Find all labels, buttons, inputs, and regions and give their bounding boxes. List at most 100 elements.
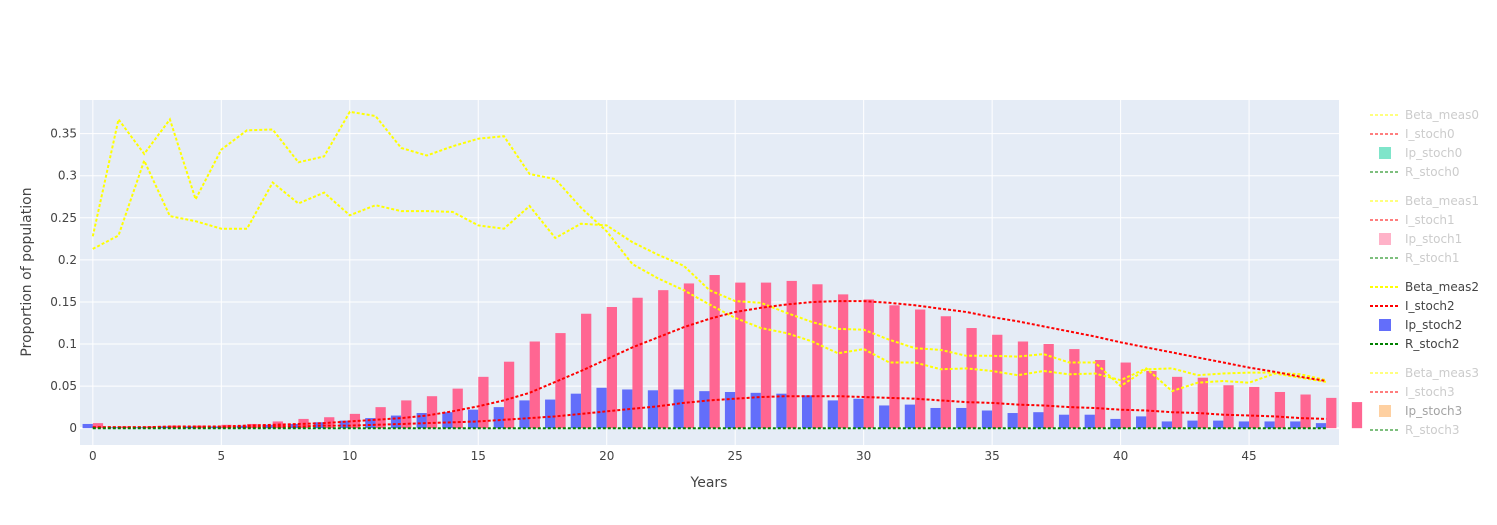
bar-Ip_stoch2[interactable] (1136, 416, 1147, 429)
bar-Ip_stoch1[interactable] (1069, 349, 1080, 429)
bar-Ip_stoch2[interactable] (956, 407, 967, 429)
bar-Ip_stoch2[interactable] (390, 415, 402, 429)
legend-item-Beta_meas0[interactable]: Beta_meas0 (1370, 108, 1479, 122)
bar-Ip_stoch2[interactable] (750, 392, 761, 429)
bar-Ip_stoch2[interactable] (519, 400, 530, 429)
bar-Ip_stoch1[interactable] (812, 284, 823, 429)
bar-Ip_stoch2[interactable] (1290, 421, 1301, 429)
bar-Ip_stoch2[interactable] (1033, 412, 1044, 429)
legend-item-I_stoch2[interactable]: I_stoch2 (1370, 299, 1455, 313)
legend-item-I_stoch3[interactable]: I_stoch3 (1370, 385, 1455, 399)
bar-Ip_stoch2[interactable] (1084, 414, 1095, 429)
bar-Ip_stoch2[interactable] (699, 391, 710, 429)
bar-Ip_stoch1[interactable] (1274, 391, 1286, 429)
bar-Ip_stoch1[interactable] (452, 388, 463, 429)
bar-Ip_stoch2[interactable] (1315, 423, 1327, 429)
bar-Ip_stoch2[interactable] (879, 405, 890, 429)
bar-Ip_stoch2[interactable] (724, 391, 736, 429)
legend-item-Ip_stoch0[interactable]: Ip_stoch0 (1379, 146, 1462, 160)
bar-Ip_stoch1[interactable] (1326, 397, 1337, 429)
legend-item-Beta_meas1[interactable]: Beta_meas1 (1370, 194, 1479, 208)
bar-Ip_stoch2[interactable] (1058, 414, 1070, 429)
bar-Ip_stoch2[interactable] (904, 404, 916, 429)
bar-Ip_stoch2[interactable] (545, 399, 556, 429)
legend-item-R_stoch0[interactable]: R_stoch0 (1370, 165, 1459, 179)
bar-Ip_stoch2[interactable] (1264, 421, 1275, 429)
bar-Ip_stoch1[interactable] (940, 316, 952, 429)
bar-Ip_stoch2[interactable] (801, 395, 813, 429)
legend-item-Beta_meas3[interactable]: Beta_meas3 (1370, 366, 1479, 380)
bar-Ip_stoch1[interactable] (375, 407, 386, 429)
line-I_stoch2[interactable] (92, 300, 1327, 429)
line-Beta_meas0[interactable] (92, 157, 1327, 388)
bar-Ip_stoch1[interactable] (683, 283, 695, 429)
bar-Ip_stoch1[interactable] (221, 424, 232, 429)
bar-Ip_stoch1[interactable] (503, 361, 515, 429)
bar-Ip_stoch2[interactable] (467, 409, 479, 429)
bar-Ip_stoch2[interactable] (853, 398, 864, 429)
bar-Ip_stoch1[interactable] (709, 275, 720, 429)
bar-Ip_stoch1[interactable] (401, 400, 412, 429)
bar-Ip_stoch1[interactable] (992, 334, 1003, 429)
bar-Ip_stoch1[interactable] (760, 282, 772, 429)
bar-Ip_stoch1[interactable] (1300, 394, 1311, 429)
legend[interactable]: Beta_meas0 I_stoch0 Ip_stoch0 R_stoch0 Beta_… (1370, 108, 1479, 437)
bar-Ip_stoch2[interactable] (1238, 421, 1250, 429)
bar-Ip_stoch1[interactable] (426, 396, 438, 429)
bar-Ip_stoch1[interactable] (1351, 402, 1363, 429)
legend-item-R_stoch3[interactable]: R_stoch3 (1370, 423, 1459, 437)
bar-Ip_stoch2[interactable] (442, 412, 453, 429)
legend-item-Beta_meas2[interactable]: Beta_meas2 (1370, 280, 1479, 294)
bar-Ip_stoch1[interactable] (1146, 370, 1157, 429)
bar-Ip_stoch2[interactable] (82, 423, 93, 429)
legend-item-I_stoch1[interactable]: I_stoch1 (1370, 213, 1455, 227)
bar-Ip_stoch1[interactable] (1223, 385, 1234, 429)
bar-Ip_stoch2[interactable] (930, 407, 941, 429)
bar-Ip_stoch2[interactable] (647, 390, 659, 429)
bar-Ip_stoch2[interactable] (596, 387, 607, 429)
bar-Ip_stoch1[interactable] (658, 290, 669, 429)
bar-Ip_stoch2[interactable] (827, 400, 838, 429)
bar-Ip_stoch2[interactable] (339, 420, 350, 429)
line-Beta_meas1[interactable] (91, 110, 1327, 393)
bar-Ip_stoch1[interactable] (889, 305, 900, 429)
bar-Ip_stoch1[interactable] (606, 307, 618, 429)
bar-Ip_stoch2[interactable] (570, 393, 582, 429)
bar-Ip_stoch2[interactable] (981, 410, 993, 429)
bar-Ip_stoch2[interactable] (1161, 421, 1172, 429)
legend-item-I_stoch0[interactable]: I_stoch0 (1370, 127, 1455, 141)
bar-Ip_stoch1[interactable] (837, 294, 849, 429)
bar-Ip_stoch2[interactable] (1110, 418, 1121, 429)
bar-Ip_stoch2[interactable] (1213, 420, 1224, 429)
bar-Ip_stoch1[interactable] (863, 299, 874, 429)
bar-Ip_stoch1[interactable] (1017, 341, 1029, 429)
bar-Ip_stoch2[interactable] (1007, 413, 1018, 429)
bar-Ip_stoch1[interactable] (247, 423, 258, 429)
bar-Ip_stoch2[interactable] (673, 389, 684, 429)
bar-Ip_stoch1[interactable] (1094, 360, 1106, 429)
bar-Ip_stoch1[interactable] (735, 282, 746, 429)
bar-Ip_stoch1[interactable] (1043, 344, 1054, 429)
bar-Ip_stoch1[interactable] (1197, 377, 1208, 429)
bar-Ip_stoch2[interactable] (416, 413, 427, 429)
bar-Ip_stoch2[interactable] (776, 393, 787, 429)
bar-Ip_stoch1[interactable] (786, 280, 797, 429)
bar-Ip_stoch1[interactable] (581, 313, 592, 429)
legend-item-R_stoch1[interactable]: R_stoch1 (1370, 251, 1459, 265)
line-I_stoch3[interactable] (92, 395, 1327, 429)
bar-Ip_stoch1[interactable] (92, 423, 104, 429)
legend-item-Ip_stoch3[interactable]: Ip_stoch3 (1379, 404, 1462, 418)
bar-Ip_stoch2[interactable] (236, 425, 248, 429)
bar-Ip_stoch1[interactable] (478, 376, 489, 429)
bar-Ip_stoch1[interactable] (1171, 376, 1183, 429)
legend-item-Ip_stoch2[interactable]: Ip_stoch2 (1379, 318, 1462, 332)
bar-Ip_stoch1[interactable] (1120, 362, 1131, 429)
bar-Ip_stoch2[interactable] (365, 418, 376, 429)
bar-Ip_stoch2[interactable] (211, 426, 222, 429)
bar-Ip_stoch2[interactable] (493, 407, 504, 429)
bar-Ip_stoch1[interactable] (1249, 386, 1260, 429)
legend-item-R_stoch2[interactable]: R_stoch2 (1370, 337, 1459, 351)
bar-Ip_stoch1[interactable] (529, 341, 540, 429)
legend-item-Ip_stoch1[interactable]: Ip_stoch1 (1379, 232, 1462, 246)
bar-Ip_stoch1[interactable] (632, 297, 643, 429)
